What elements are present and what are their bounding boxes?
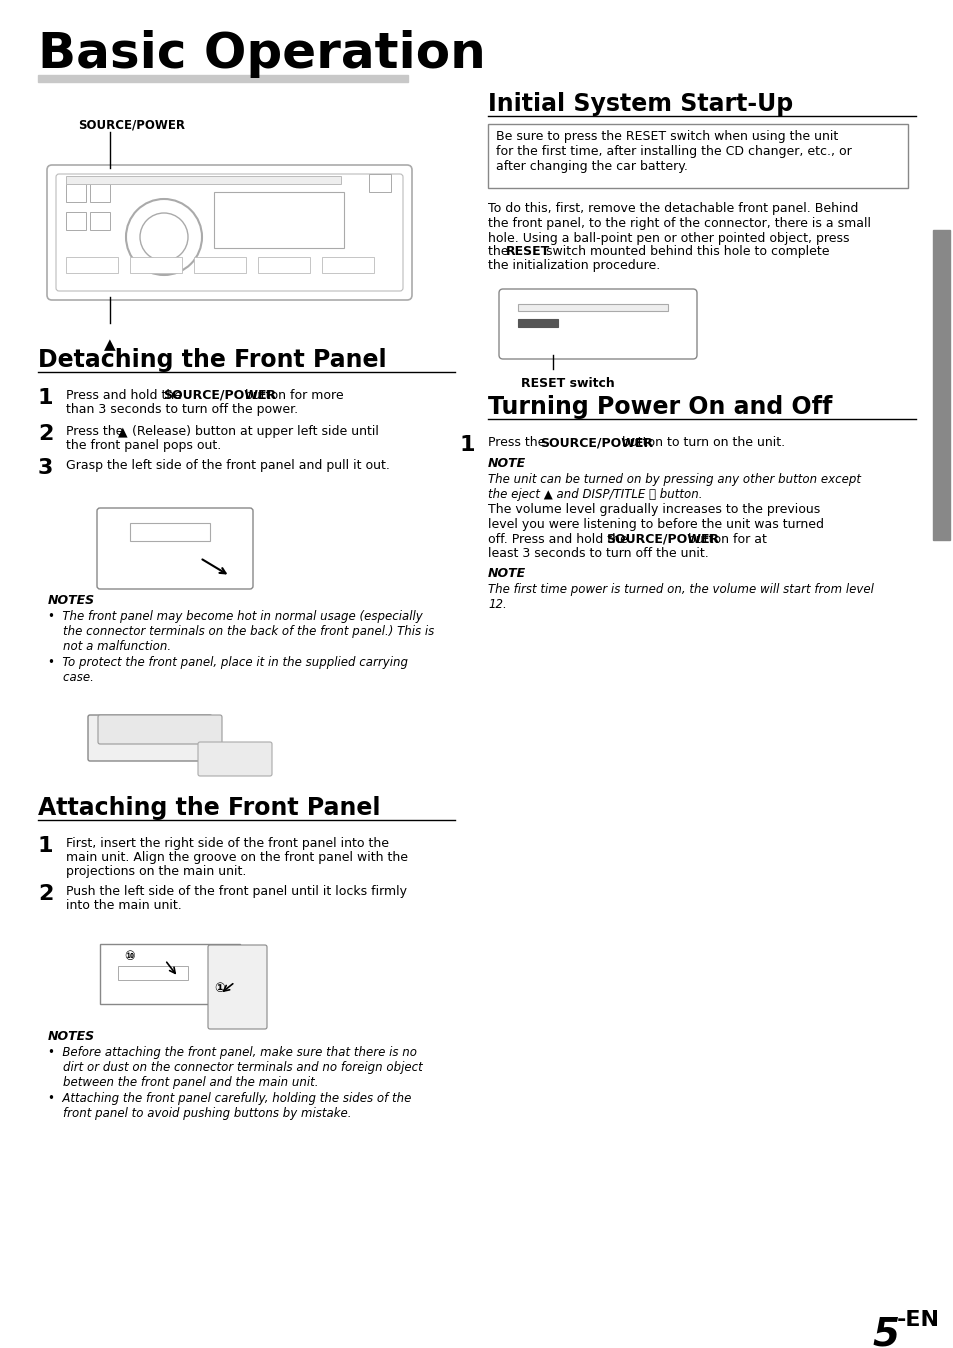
Bar xyxy=(90,183,110,202)
FancyBboxPatch shape xyxy=(208,945,267,1029)
Text: NOTES: NOTES xyxy=(48,1030,95,1043)
FancyBboxPatch shape xyxy=(47,164,412,301)
Text: button for at: button for at xyxy=(683,532,766,546)
Text: the front panel pops out.: the front panel pops out. xyxy=(66,439,221,452)
FancyBboxPatch shape xyxy=(498,288,697,359)
Bar xyxy=(257,257,310,274)
Bar xyxy=(66,212,86,231)
Text: 2: 2 xyxy=(38,425,53,443)
Text: The volume level gradually increases to the previous
level you were listening to: The volume level gradually increases to … xyxy=(488,503,823,531)
Text: SOURCE/POWER: SOURCE/POWER xyxy=(539,435,653,449)
Text: the: the xyxy=(488,245,512,257)
Bar xyxy=(130,523,210,541)
Bar xyxy=(118,967,188,980)
Text: ▲: ▲ xyxy=(118,425,128,438)
Text: 1: 1 xyxy=(38,836,53,856)
Bar xyxy=(193,257,246,274)
Text: Push the left side of the front panel until it locks firmly: Push the left side of the front panel un… xyxy=(66,886,407,898)
Bar xyxy=(100,944,240,1004)
Text: 5: 5 xyxy=(871,1316,898,1348)
Text: NOTE: NOTE xyxy=(488,568,525,580)
Text: least 3 seconds to turn off the unit.: least 3 seconds to turn off the unit. xyxy=(488,547,708,559)
Text: The first time power is turned on, the volume will start from level
12.: The first time power is turned on, the v… xyxy=(488,582,873,611)
Text: ⑩: ⑩ xyxy=(125,950,135,962)
Text: button for more: button for more xyxy=(241,390,343,402)
Bar xyxy=(66,183,86,202)
Text: •  Before attaching the front panel, make sure that there is no
    dirt or dust: • Before attaching the front panel, make… xyxy=(48,1046,422,1089)
Text: SOURCE/POWER: SOURCE/POWER xyxy=(163,390,275,402)
Text: 3: 3 xyxy=(38,458,53,479)
Text: 2: 2 xyxy=(38,884,53,905)
FancyBboxPatch shape xyxy=(88,714,212,762)
Text: First, insert the right side of the front panel into the: First, insert the right side of the fron… xyxy=(66,837,389,851)
Text: NOTES: NOTES xyxy=(48,594,95,607)
Bar xyxy=(517,319,558,328)
Text: Press the: Press the xyxy=(488,435,549,449)
Bar xyxy=(90,212,110,231)
Text: RESET: RESET xyxy=(505,245,550,257)
FancyBboxPatch shape xyxy=(198,741,272,776)
FancyBboxPatch shape xyxy=(56,174,402,291)
Text: ▲: ▲ xyxy=(104,337,115,352)
Bar xyxy=(38,75,408,82)
Bar xyxy=(66,177,340,183)
Text: Attaching the Front Panel: Attaching the Front Panel xyxy=(38,797,380,820)
Text: •  Attaching the front panel carefully, holding the sides of the
    front panel: • Attaching the front panel carefully, h… xyxy=(48,1092,411,1120)
Text: Initial System Start-Up: Initial System Start-Up xyxy=(488,92,792,116)
Text: switch mounted behind this hole to complete: switch mounted behind this hole to compl… xyxy=(541,245,828,257)
Text: -EN: -EN xyxy=(896,1310,939,1330)
Text: button to turn on the unit.: button to turn on the unit. xyxy=(618,435,784,449)
Text: SOURCE/POWER: SOURCE/POWER xyxy=(78,119,185,131)
Bar xyxy=(488,124,907,187)
Text: Turning Power On and Off: Turning Power On and Off xyxy=(488,395,832,419)
Text: Press and hold the: Press and hold the xyxy=(66,390,186,402)
Text: ①: ① xyxy=(214,981,225,995)
Bar xyxy=(517,305,667,311)
Text: the initialization procedure.: the initialization procedure. xyxy=(488,259,659,272)
Bar xyxy=(932,231,949,541)
Text: off. Press and hold the: off. Press and hold the xyxy=(488,532,631,546)
Text: The unit can be turned on by pressing any other button except
the eject ▲ and DI: The unit can be turned on by pressing an… xyxy=(488,473,861,501)
Text: NOTE: NOTE xyxy=(488,457,525,470)
Text: SOURCE/POWER: SOURCE/POWER xyxy=(605,532,719,546)
Text: 1: 1 xyxy=(459,435,475,456)
Bar xyxy=(369,174,391,191)
Bar xyxy=(66,257,118,274)
Text: Basic Operation: Basic Operation xyxy=(38,30,485,78)
Text: than 3 seconds to turn off the power.: than 3 seconds to turn off the power. xyxy=(66,403,297,417)
Text: into the main unit.: into the main unit. xyxy=(66,899,182,913)
Text: 1: 1 xyxy=(38,388,53,408)
Bar xyxy=(130,257,182,274)
Text: projections on the main unit.: projections on the main unit. xyxy=(66,865,246,878)
Text: RESET switch: RESET switch xyxy=(520,377,615,390)
Text: •  The front panel may become hot in normal usage (especially
    the connector : • The front panel may become hot in norm… xyxy=(48,611,434,652)
Text: main unit. Align the groove on the front panel with the: main unit. Align the groove on the front… xyxy=(66,851,408,864)
Text: •  To protect the front panel, place it in the supplied carrying
    case.: • To protect the front panel, place it i… xyxy=(48,656,408,683)
Text: Grasp the left side of the front panel and pull it out.: Grasp the left side of the front panel a… xyxy=(66,460,390,472)
FancyBboxPatch shape xyxy=(98,714,222,744)
Text: Detaching the Front Panel: Detaching the Front Panel xyxy=(38,348,386,372)
Text: Be sure to press the RESET switch when using the unit
for the first time, after : Be sure to press the RESET switch when u… xyxy=(496,129,851,173)
Text: Press the: Press the xyxy=(66,425,128,438)
Text: To do this, first, remove the detachable front panel. Behind
the front panel, to: To do this, first, remove the detachable… xyxy=(488,202,870,245)
Bar xyxy=(213,191,344,248)
Text: (Release) button at upper left side until: (Release) button at upper left side unti… xyxy=(128,425,378,438)
Bar xyxy=(322,257,374,274)
FancyBboxPatch shape xyxy=(97,508,253,589)
